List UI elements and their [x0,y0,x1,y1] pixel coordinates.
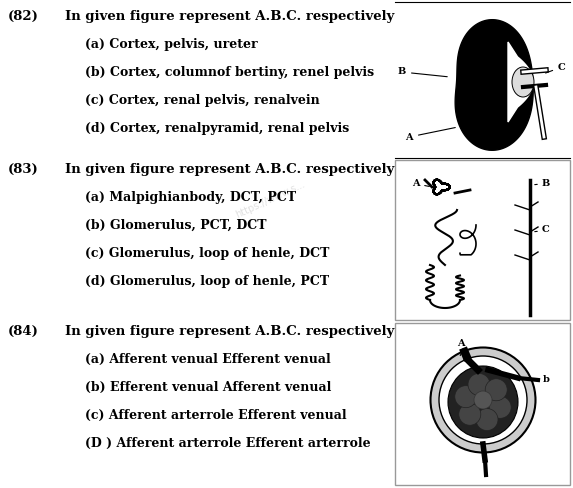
Text: b: b [543,375,550,385]
Text: (a) Afferent venual Efferent venual: (a) Afferent venual Efferent venual [85,353,331,366]
Ellipse shape [459,403,481,425]
Text: B: B [398,67,448,77]
Text: (d) Glomerulus, loop of henle, PCT: (d) Glomerulus, loop of henle, PCT [85,275,329,288]
Text: (b) Cortex, columnof bertiny, renel pelvis: (b) Cortex, columnof bertiny, renel pelv… [85,66,374,79]
Bar [395,160,570,320]
Text: (a) Cortex, pelvis, ureter: (a) Cortex, pelvis, ureter [85,38,258,51]
Text: (a) Malpighianbody, DCT, PCT: (a) Malpighianbody, DCT, PCT [85,191,296,204]
Text: (82): (82) [8,10,39,23]
Text: (c) Glomerulus, loop of henle, DCT: (c) Glomerulus, loop of henle, DCT [85,247,329,260]
Text: (D ) Afferent arterrole Efferent arterrole: (D ) Afferent arterrole Efferent arterro… [85,437,371,450]
Text: In given figure represent A.B.C. respectively: In given figure represent A.B.C. respect… [65,163,394,176]
Ellipse shape [439,356,527,444]
Ellipse shape [489,396,511,418]
Text: (84): (84) [8,325,39,338]
Text: (83): (83) [8,163,39,176]
Text: In given figure represent A.B.C. respectively: In given figure represent A.B.C. respect… [65,10,394,23]
Text: (c) Afferent arterrole Efferent venual: (c) Afferent arterrole Efferent venual [85,409,347,422]
Ellipse shape [430,347,536,452]
Polygon shape [455,20,533,150]
Text: https://www.s...: https://www.s... [234,180,307,221]
Text: In given figure represent A.B.C. respectively: In given figure represent A.B.C. respect… [65,325,394,338]
Text: B: B [542,179,550,187]
Text: (b) Efferent venual Afferent venual: (b) Efferent venual Afferent venual [85,381,331,394]
Ellipse shape [476,408,498,430]
Text: (d) Cortex, renalpyramid, renal pelvis: (d) Cortex, renalpyramid, renal pelvis [85,122,350,135]
Bar [395,323,570,485]
Text: A: A [413,179,420,187]
Ellipse shape [485,379,507,401]
Text: A: A [457,339,465,347]
Text: C: C [545,62,566,73]
Text: (b) Glomerulus, PCT, DCT: (b) Glomerulus, PCT, DCT [85,219,266,232]
Text: A: A [405,127,456,142]
Text: C: C [542,225,550,235]
Ellipse shape [468,373,490,395]
Ellipse shape [512,67,534,97]
Ellipse shape [455,386,477,407]
Ellipse shape [474,391,492,409]
Ellipse shape [448,366,518,438]
Text: (c) Cortex, renal pelvis, renalvein: (c) Cortex, renal pelvis, renalvein [85,94,320,107]
Polygon shape [508,42,533,122]
